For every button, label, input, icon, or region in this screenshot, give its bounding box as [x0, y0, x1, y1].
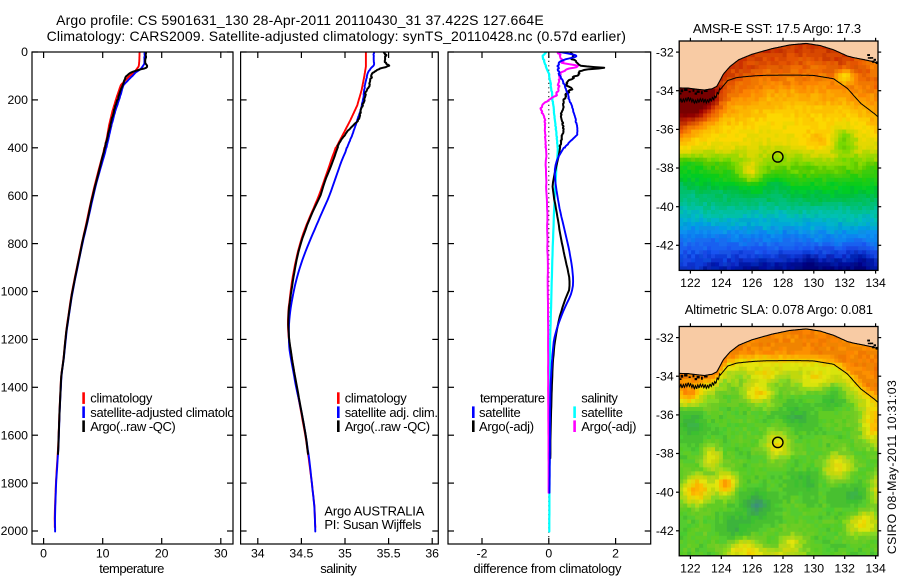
svg-text:satellite: satellite: [581, 405, 622, 420]
svg-text:122: 122: [680, 561, 701, 575]
svg-text:132: 132: [834, 276, 855, 290]
svg-text:difference from climatology: difference from climatology: [473, 561, 622, 576]
svg-text:30: 30: [214, 547, 228, 561]
svg-text:satellite-adjusted climatology: satellite-adjusted climatology: [90, 405, 248, 420]
svg-text:-38: -38: [656, 161, 674, 175]
svg-text:36: 36: [425, 547, 439, 561]
svg-text:134: 134: [865, 276, 886, 290]
svg-text:800: 800: [7, 237, 28, 251]
svg-text:AMSR-E SST: 17.5 Argo: 17.3: AMSR-E SST: 17.5 Argo: 17.3: [693, 21, 861, 36]
svg-text:-42: -42: [656, 524, 674, 538]
svg-text:-34: -34: [656, 369, 674, 383]
svg-text:-38: -38: [656, 447, 674, 461]
svg-text:130: 130: [804, 561, 825, 575]
svg-text:128: 128: [773, 561, 794, 575]
svg-text:-32: -32: [656, 331, 674, 345]
svg-text:34: 34: [251, 547, 265, 561]
svg-text:Climatology: CARS2009. Satelli: Climatology: CARS2009. Satellite-adjuste…: [47, 28, 626, 44]
svg-text:Altimetric SLA: 0.078 Argo: 0.: Altimetric SLA: 0.078 Argo: 0.081: [685, 302, 873, 317]
svg-text:600: 600: [7, 189, 28, 203]
svg-text:-42: -42: [656, 239, 674, 253]
svg-text:130: 130: [804, 276, 825, 290]
svg-text:salinity: salinity: [581, 391, 618, 406]
svg-text:34.5: 34.5: [289, 547, 313, 561]
svg-text:1600: 1600: [1, 428, 29, 442]
svg-text:0: 0: [40, 547, 47, 561]
svg-text:-32: -32: [656, 45, 674, 59]
svg-text:1000: 1000: [1, 285, 29, 299]
svg-text:climatology: climatology: [90, 391, 153, 406]
svg-text:climatology: climatology: [345, 391, 408, 406]
svg-text:124: 124: [711, 561, 732, 575]
svg-text:2: 2: [612, 547, 619, 561]
svg-text:-40: -40: [656, 200, 674, 214]
svg-text:satellite adj. clim.: satellite adj. clim.: [345, 405, 438, 420]
svg-text:Argo(..raw -QC): Argo(..raw -QC): [90, 419, 175, 434]
svg-text:Argo(-adj): Argo(-adj): [479, 419, 534, 434]
svg-text:Argo profile: CS 5901631_130 2: Argo profile: CS 5901631_130 28-Apr-2011…: [56, 12, 544, 28]
svg-text:132: 132: [834, 561, 855, 575]
svg-text:-40: -40: [656, 485, 674, 499]
svg-text:2000: 2000: [1, 524, 29, 538]
svg-text:CSIRO 08-May-2011 10:31:03: CSIRO 08-May-2011 10:31:03: [885, 380, 899, 554]
svg-text:satellite: satellite: [479, 405, 520, 420]
svg-text:1400: 1400: [1, 381, 29, 395]
svg-text:temperature: temperature: [480, 391, 545, 406]
svg-text:20: 20: [155, 547, 169, 561]
svg-text:Argo AUSTRALIA: Argo AUSTRALIA: [324, 503, 424, 518]
svg-text:1800: 1800: [1, 476, 29, 490]
svg-text:128: 128: [773, 276, 794, 290]
svg-text:-36: -36: [656, 123, 674, 137]
svg-text:Argo(-adj): Argo(-adj): [581, 419, 636, 434]
svg-text:Argo(..raw -QC): Argo(..raw -QC): [345, 419, 430, 434]
svg-text:-34: -34: [656, 84, 674, 98]
svg-text:400: 400: [7, 141, 28, 155]
svg-text:1200: 1200: [1, 333, 29, 347]
svg-text:35.5: 35.5: [377, 547, 401, 561]
svg-text:temperature: temperature: [99, 561, 164, 576]
svg-text:salinity: salinity: [320, 561, 357, 576]
svg-text:126: 126: [742, 561, 763, 575]
svg-text:0: 0: [21, 45, 28, 59]
svg-text:126: 126: [742, 276, 763, 290]
svg-text:122: 122: [680, 276, 701, 290]
svg-text:-36: -36: [656, 408, 674, 422]
svg-text:200: 200: [7, 93, 28, 107]
svg-text:PI: Susan Wijffels: PI: Susan Wijffels: [324, 517, 422, 532]
svg-text:124: 124: [711, 276, 732, 290]
svg-text:0: 0: [545, 547, 552, 561]
svg-text:-2: -2: [477, 547, 488, 561]
svg-text:10: 10: [96, 547, 110, 561]
svg-text:134: 134: [865, 561, 886, 575]
svg-text:35: 35: [338, 547, 352, 561]
